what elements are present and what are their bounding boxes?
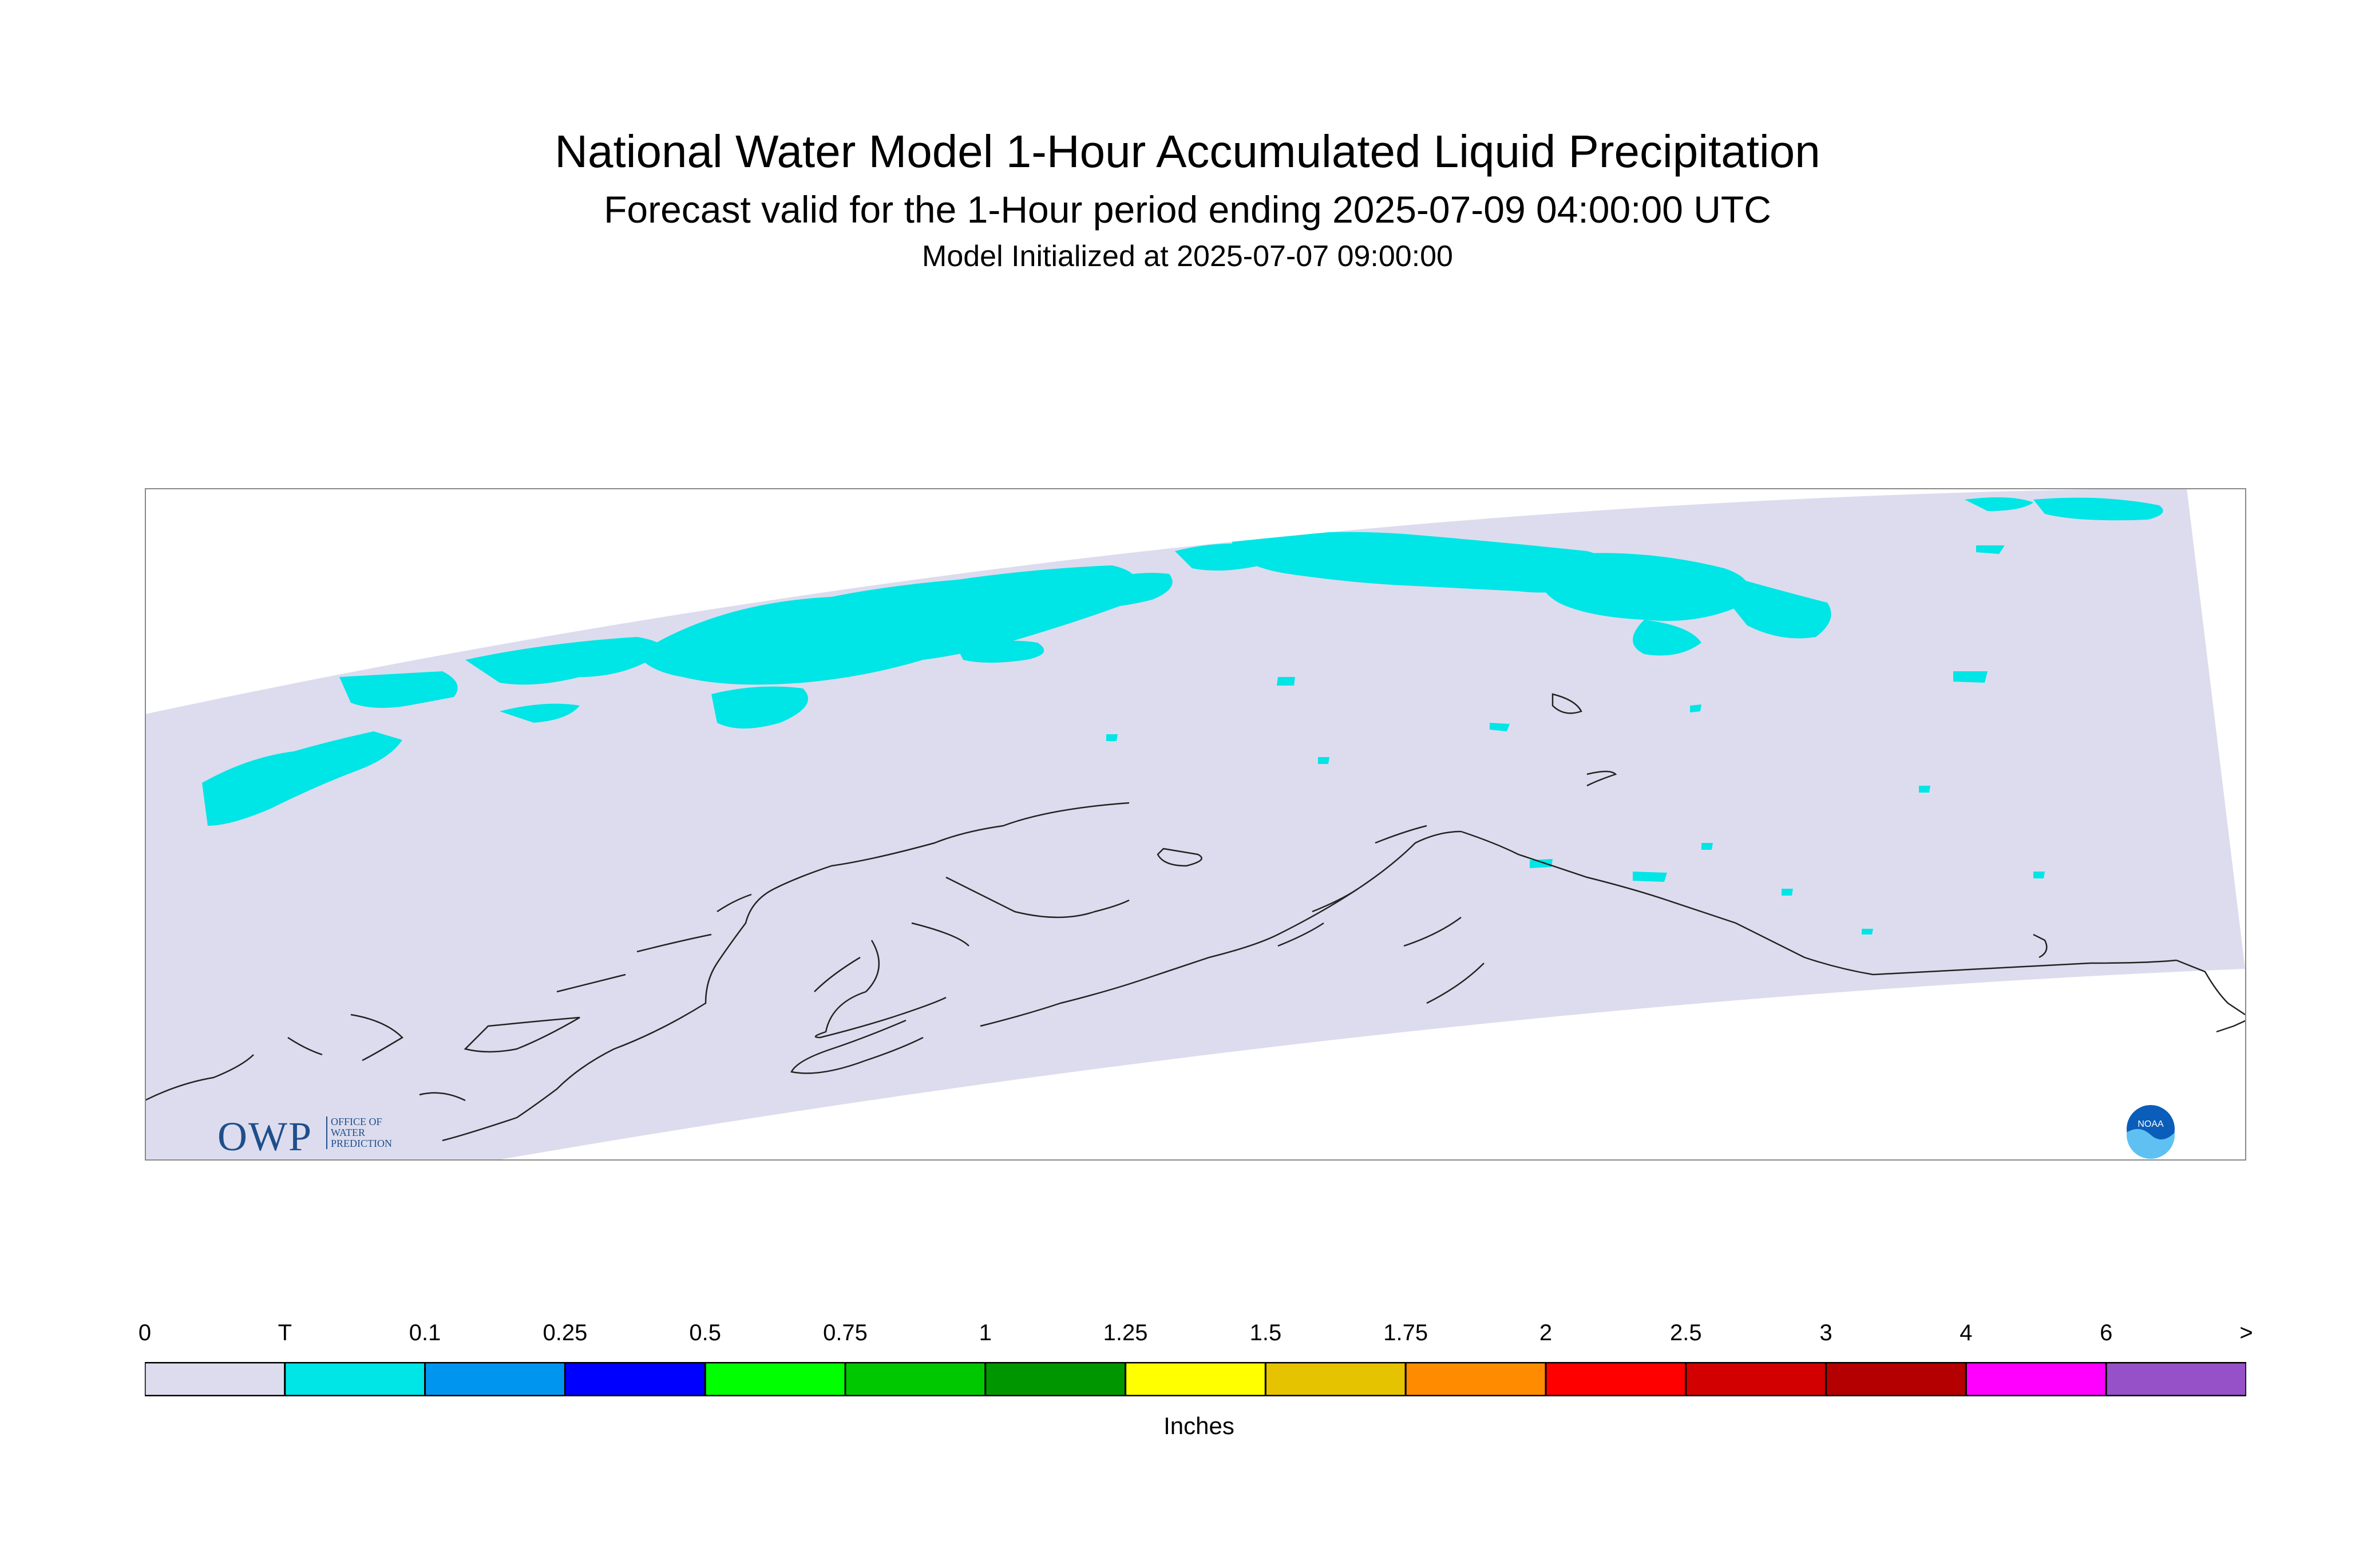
owp-line-1: OFFICE OF (331, 1116, 382, 1127)
legend-tick-label: 0.5 (689, 1320, 721, 1345)
owp-logo-mark: OWP (217, 1114, 312, 1159)
map-title: National Water Model 1-Hour Accumulated … (555, 126, 1820, 177)
legend-swatch-11 (1685, 1362, 1827, 1396)
coastlines (145, 693, 2246, 1142)
legend-tick-label: 3 (1819, 1320, 1832, 1345)
legend-tick-label: 2.5 (1669, 1320, 1702, 1345)
legend-swatch-6 (984, 1362, 1127, 1396)
legend-swatch-5 (844, 1362, 987, 1396)
legend-units-label: Inches (1163, 1412, 1234, 1439)
legend-swatch-0 (145, 1362, 286, 1396)
legend-swatch-10 (1545, 1362, 1687, 1396)
legend-swatch-12 (1825, 1362, 1967, 1396)
legend-tick-label: 6 (2100, 1320, 2113, 1345)
legend-swatch-14 (2105, 1362, 2246, 1396)
owp-line-3: PREDICTION (331, 1138, 392, 1149)
legend-tick-label: 0.25 (543, 1320, 588, 1345)
legend-swatch-9 (1404, 1362, 1547, 1396)
legend-swatch-8 (1264, 1362, 1407, 1396)
owp-logo: OWP OFFICE OF WATER PREDICTION (217, 1113, 392, 1161)
legend-tick-label: > (2239, 1320, 2253, 1345)
model-domain-area (145, 488, 2245, 1161)
legend-tick-label: 1 (979, 1320, 992, 1345)
legend-tick-label: T (278, 1320, 292, 1345)
owp-logo-text: OFFICE OF WATER PREDICTION (326, 1116, 392, 1149)
precipitation-areas (202, 497, 2163, 935)
legend-tick-label: 1.25 (1103, 1320, 1148, 1345)
legend-tick-label: 4 (1960, 1320, 1973, 1345)
legend-tick-label: 1.5 (1249, 1320, 1282, 1345)
legend-swatch-13 (1965, 1362, 2107, 1396)
noaa-logo-text: NOAA (2138, 1119, 2164, 1129)
legend-swatch-1 (284, 1362, 426, 1396)
map-frame (145, 488, 2246, 1161)
legend-swatch-7 (1125, 1362, 1266, 1396)
precipitation-map: NOAA (145, 488, 2246, 1161)
legend-tick-label: 2 (1539, 1320, 1553, 1345)
legend-swatch-3 (564, 1362, 706, 1396)
map-subtitle: Forecast valid for the 1-Hour period end… (604, 188, 1771, 231)
owp-line-2: WATER (331, 1127, 365, 1138)
model-init-line: Model Initialized at 2025-07-07 09:00:00 (922, 240, 1453, 273)
noaa-logo: NOAA (2127, 1105, 2175, 1159)
legend-tick-label: 0.75 (823, 1320, 868, 1345)
legend-swatch-2 (424, 1362, 566, 1396)
legend-color-bar (145, 1362, 2246, 1396)
legend-swatch-4 (704, 1362, 846, 1396)
legend-tick-label: 0 (138, 1320, 152, 1345)
legend-tick-label: 1.75 (1383, 1320, 1428, 1345)
legend-tick-label: 0.1 (409, 1320, 441, 1345)
